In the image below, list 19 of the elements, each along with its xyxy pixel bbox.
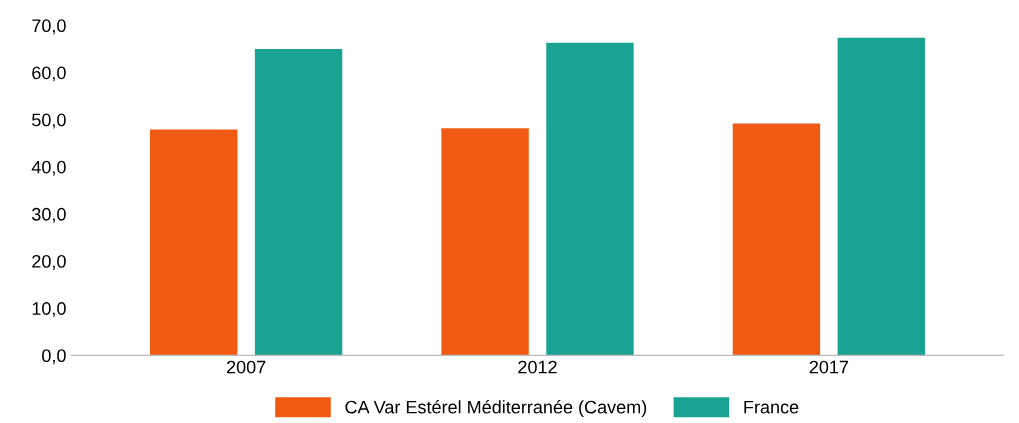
legend-label: CA Var Estérel Méditerranée (Cavem): [345, 400, 647, 418]
x-tick-label: 2017: [809, 360, 849, 374]
bar: [441, 128, 529, 356]
bar: [546, 42, 634, 356]
y-tick-label: 10,0: [32, 302, 66, 318]
legend-label: France: [744, 400, 799, 414]
y-tick-label: 20,0: [32, 254, 66, 270]
y-tick-label: 70,0: [32, 19, 66, 35]
y-tick-label: 40,0: [31, 160, 66, 176]
bar: [150, 129, 238, 356]
bar: [837, 37, 926, 356]
x-tick-label: 2012: [518, 360, 557, 374]
y-tick-label: 50,0: [32, 113, 66, 129]
bar: [254, 48, 343, 356]
bar: [732, 123, 821, 356]
y-tick-label: 60,0: [32, 66, 66, 82]
x-tick-label: 2007: [226, 360, 266, 374]
y-tick-label: 0,0: [42, 349, 66, 365]
y-tick-label: 30,0: [32, 207, 66, 223]
